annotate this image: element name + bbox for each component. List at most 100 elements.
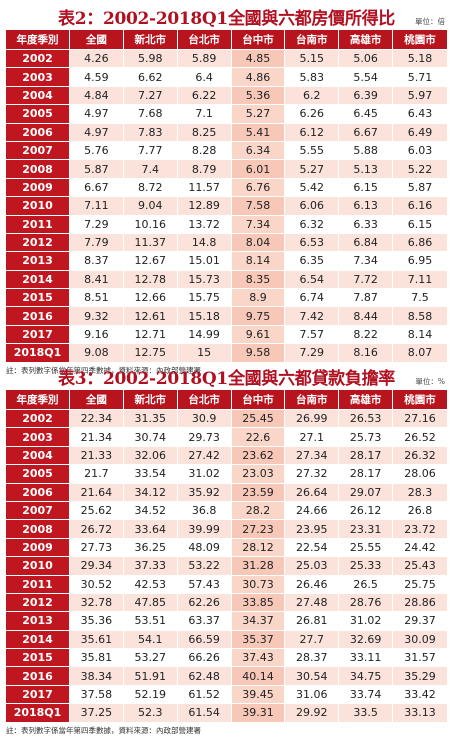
column-header: 新北市: [123, 390, 178, 409]
table-row: 2017 37.58 52.19 61.52 39.45 31.06 33.74 33.42: [6, 684, 447, 704]
table-cell: 6.06: [285, 196, 340, 215]
row-label-cell: 2010: [6, 196, 70, 215]
table-header-row: 年度季別 全國 新北市 台北市 台中市 台南市 高雄市 桃園市: [6, 30, 447, 49]
table-cell: 35.29: [393, 666, 447, 685]
table-cell: 5.36: [231, 85, 286, 105]
row-label-cell: 2014: [6, 629, 70, 649]
table-cell: 26.53: [339, 409, 394, 428]
table-cell: 31.02: [177, 464, 232, 483]
table-cell: 12.78: [123, 269, 178, 289]
table-cell: 29.92: [285, 703, 340, 722]
table-cell: 26.32: [393, 445, 447, 465]
table-cell: 25.75: [393, 574, 447, 593]
table-cell: 5.42: [285, 177, 340, 197]
table-cell: 54.1: [123, 629, 178, 649]
table-cell: 23.03: [231, 464, 286, 483]
column-header: 高雄市: [339, 390, 394, 409]
table-cell: 15.18: [177, 306, 232, 325]
table-cell: 5.27: [231, 104, 286, 123]
table-cell: 12.71: [123, 324, 178, 344]
table-cell: 28.12: [231, 537, 286, 557]
table-cell: 6.01: [231, 159, 286, 178]
table-cell: 5.76: [70, 140, 124, 160]
table-title: 表2：2002-2018Q1全國與六都房價所得比: [58, 9, 395, 29]
table-cell: 30.52: [70, 574, 124, 593]
loan-burden-section: 表3：2002-2018Q1全國與六都貸款負擔率 單位：% 年度季別 全國 新北市台…: [6, 362, 447, 737]
table-cell: 14.99: [177, 324, 232, 344]
table-cell: 9.75: [231, 306, 286, 325]
column-header: 全國: [70, 30, 124, 49]
table-cell: 7.29: [70, 214, 124, 233]
table-cell: 14.8: [177, 232, 232, 252]
table-cell: 25.03: [285, 556, 340, 575]
table-cell: 7.72: [339, 269, 394, 289]
table-cell: 5.83: [285, 67, 340, 86]
table-row: 2013 8.37 12.67 15.01 8.14 6.35 7.34 6.95: [6, 251, 447, 270]
table-cell: 28.37: [285, 648, 340, 667]
row-label-cell: 2013: [6, 251, 70, 270]
table-cell: 27.1: [285, 427, 340, 446]
table-cell: 48.09: [177, 537, 232, 557]
row-label-cell: 2016: [6, 306, 70, 325]
row-label-cell: 2002: [6, 49, 70, 68]
table-cell: 6.74: [285, 288, 340, 307]
table-cell: 33.5: [339, 703, 394, 722]
table-cell: 40.14: [231, 666, 286, 685]
loan-burden-table: 年度季別 全國 新北市 台北市 台中市 台南市 高雄市 桃園市 2002 22.34 31.35 3…: [6, 390, 447, 722]
table-row: 2004 21.33 32.06 27.42 23.62 27.34 28.17 26.32: [6, 445, 447, 465]
table-cell: 26.81: [285, 611, 340, 630]
table-cell: 27.7: [285, 629, 340, 649]
table-cell: 12.89: [177, 196, 232, 215]
table-cell: 26.72: [70, 519, 124, 538]
table-cell: 36.8: [177, 500, 232, 520]
column-header: 台北市: [177, 30, 232, 49]
table-cell: 25.73: [339, 427, 394, 446]
table-cell: 66.26: [177, 648, 232, 667]
table-row: 2003 4.59 6.62 6.4 4.86 5.83 5.54 5.71: [6, 67, 447, 86]
table-cell: 12.67: [123, 251, 178, 270]
row-label-cell: 2016: [6, 666, 70, 685]
row-label-cell: 2006: [6, 482, 70, 501]
table-cell: 22.6: [231, 427, 286, 446]
table-cell: 34.12: [123, 482, 178, 501]
table-cell: 31.57: [393, 648, 447, 667]
row-label-cell: 2005: [6, 464, 70, 483]
table-cell: 26.5: [339, 574, 394, 593]
row-label-cell: 2010: [6, 556, 70, 575]
table-row: 2002 22.34 31.35 30.9 25.45 26.99 26.53 27.16: [6, 409, 447, 428]
table-cell: 9.08: [70, 343, 124, 362]
table-cell: 7.1: [177, 104, 232, 123]
table-cell: 8.41: [70, 269, 124, 289]
table-cell: 33.64: [123, 519, 178, 538]
table-cell: 6.34: [231, 140, 286, 160]
table-cell: 8.79: [177, 159, 232, 178]
row-label-cell: 2007: [6, 500, 70, 520]
table-row: 2017 9.16 12.71 14.99 9.61 7.57 8.22 8.14: [6, 324, 447, 344]
row-label-cell: 2017: [6, 684, 70, 704]
table-cell: 66.59: [177, 629, 232, 649]
table-cell: 9.61: [231, 324, 286, 344]
table-cell: 15.01: [177, 251, 232, 270]
table-cell: 6.2: [285, 85, 340, 105]
table-cell: 36.25: [123, 537, 178, 557]
table-cell: 11.57: [177, 177, 232, 197]
table-row: 2009 6.67 8.72 11.57 6.76 5.42 6.15 5.87: [6, 177, 447, 197]
table-cell: 7.11: [393, 269, 447, 289]
table-cell: 28.86: [393, 592, 447, 612]
table-cell: 23.59: [231, 482, 286, 501]
table-cell: 21.64: [70, 482, 124, 501]
table-row: 2008 26.72 33.64 39.99 27.23 23.95 23.31 23.72: [6, 519, 447, 538]
table-row: 2015 35.81 53.27 66.26 37.43 28.37 33.11 31.57: [6, 648, 447, 667]
table-cell: 8.72: [123, 177, 178, 197]
column-header: 台中市: [231, 390, 286, 409]
table-cell: 12.66: [123, 288, 178, 307]
row-label-cell: 2003: [6, 427, 70, 446]
table-row: 2014 8.41 12.78 15.73 8.35 6.54 7.72 7.11: [6, 269, 447, 289]
unit-label: 單位：倍: [415, 17, 445, 26]
table-cell: 34.75: [339, 666, 394, 685]
table-cell: 30.54: [285, 666, 340, 685]
table-cell: 7.68: [123, 104, 178, 123]
table-cell: 4.85: [231, 49, 286, 68]
table-cell: 28.76: [339, 592, 394, 612]
table-cell: 13.72: [177, 214, 232, 233]
